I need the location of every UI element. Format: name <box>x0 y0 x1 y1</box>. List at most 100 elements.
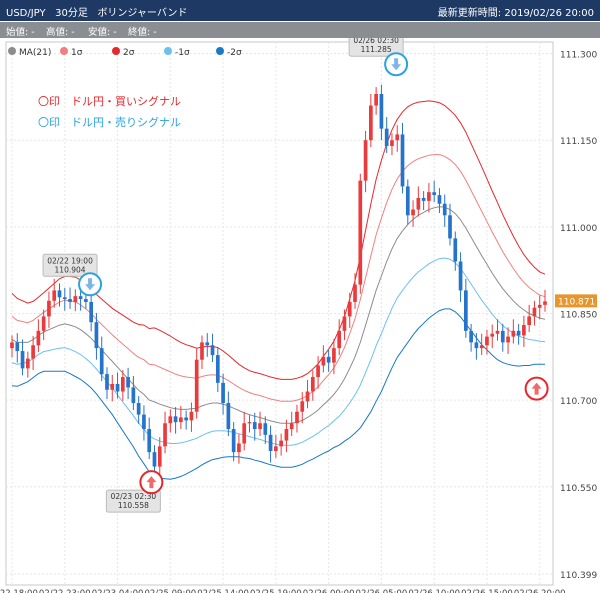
legend-swatch <box>164 47 172 55</box>
updated-label: 最新更新時間: <box>437 8 502 19</box>
candle-body <box>215 355 220 383</box>
candle-body <box>532 307 537 317</box>
x-tick-label: 02/22 23:00 <box>39 589 91 593</box>
candle-body <box>84 299 88 302</box>
price-callout-text: 110.904 <box>55 265 86 274</box>
candle-body <box>184 417 188 421</box>
candle-body <box>384 128 389 146</box>
candle-body <box>52 290 57 301</box>
candle-body <box>316 365 320 378</box>
arrow-down-icon <box>391 58 402 71</box>
candle-body <box>47 300 51 317</box>
candle-body <box>527 316 532 326</box>
y-tick-label: 110.399 <box>560 571 597 581</box>
price-callout-text: 02/26 02:30 <box>353 38 399 45</box>
indicator-name: ボリンジャーバンド <box>97 8 188 19</box>
arrow-down-icon <box>85 278 96 291</box>
price-callout-text: 111.285 <box>361 45 392 54</box>
candle-body <box>237 443 241 453</box>
candle-body <box>427 192 431 201</box>
candle-body <box>369 105 373 141</box>
candle-body <box>179 417 183 423</box>
candle-body <box>268 434 273 451</box>
candle-body <box>543 301 547 305</box>
candle-body <box>469 330 473 343</box>
current-price-label: 110.871 <box>558 297 595 307</box>
candle-body <box>332 348 336 363</box>
y-tick-label: 110.550 <box>560 484 597 494</box>
candle-body <box>226 403 231 430</box>
y-tick-label: 111.150 <box>560 137 597 147</box>
high-value: 高値: - <box>46 27 75 38</box>
x-tick-label: 02/26 10:00 <box>408 589 460 593</box>
candle-body <box>442 203 447 216</box>
candle-body <box>31 345 35 359</box>
x-tick-label: 02/26 00:00 <box>303 589 355 593</box>
band-plus-2sigma <box>11 100 546 380</box>
last-updated: 最新更新時間: 2019/02/26 20:00 <box>438 4 594 19</box>
candle-body <box>62 297 67 300</box>
candle-body <box>41 316 46 331</box>
band-plus-1sigma <box>11 154 546 402</box>
price-callout-box <box>105 489 161 513</box>
legend-label: MA(21) <box>19 48 51 58</box>
updated-value: 2019/02/26 20:00 <box>504 8 594 19</box>
candle-body <box>258 423 262 430</box>
candle-body <box>131 387 136 404</box>
candle-body <box>400 134 405 187</box>
band-minus-1sigma <box>11 257 546 446</box>
band-minus-2sigma <box>11 308 545 480</box>
candle-body <box>120 377 125 392</box>
candle-body <box>479 345 484 349</box>
candles <box>10 84 547 479</box>
candle-body <box>78 296 83 300</box>
candle-body <box>474 342 479 349</box>
candle-body <box>363 140 368 181</box>
candle-body <box>490 333 495 337</box>
candle-body <box>157 446 162 467</box>
candle-body <box>25 358 30 369</box>
price-callout-text: 02/23 02:30 <box>111 492 157 501</box>
candle-body <box>379 93 384 129</box>
candle-body <box>205 342 210 346</box>
currency-pair: USD/JPY <box>6 8 46 19</box>
legend-swatch <box>216 47 224 55</box>
candle-body <box>284 429 289 441</box>
y-tick-label: 111.000 <box>560 224 597 234</box>
candle-body <box>485 336 489 346</box>
y-tick-label: 110.850 <box>560 311 597 321</box>
price-callout-text: 110.558 <box>118 501 149 510</box>
candle-body <box>537 304 542 308</box>
candle-body <box>305 391 310 402</box>
x-tick-label: 02/25 14:00 <box>197 589 249 593</box>
candle-body <box>295 411 299 424</box>
legend-label: -2σ <box>227 48 242 58</box>
candle-body <box>152 452 157 467</box>
legend-label: 1σ <box>71 48 83 58</box>
legend: MA(21) 1σ 2σ -1σ -2σ <box>8 47 242 58</box>
candle-body <box>342 316 347 331</box>
candle-body <box>105 374 109 390</box>
candle-body <box>453 238 458 262</box>
candle-body <box>374 93 378 106</box>
candle-body <box>463 290 468 331</box>
sell-signal-note: 〇印 ドル円・売りシグナル <box>38 115 181 129</box>
candle-body <box>252 422 257 430</box>
candle-body <box>416 197 421 210</box>
candle-body <box>337 330 342 349</box>
candle-body <box>210 345 215 356</box>
x-tick-label: 02/25 09:00 <box>144 589 196 593</box>
candle-body <box>242 423 247 444</box>
candle-body <box>89 301 94 323</box>
candle-body <box>390 140 394 146</box>
candle-body <box>189 411 194 421</box>
bollinger-bands <box>11 100 546 480</box>
candle-body <box>506 336 510 343</box>
candle-body <box>110 383 115 390</box>
candle-body <box>516 330 521 336</box>
candle-body <box>511 330 516 337</box>
candle-body <box>347 301 352 317</box>
close-value: 終値: - <box>128 27 157 38</box>
candle-body <box>310 377 315 392</box>
